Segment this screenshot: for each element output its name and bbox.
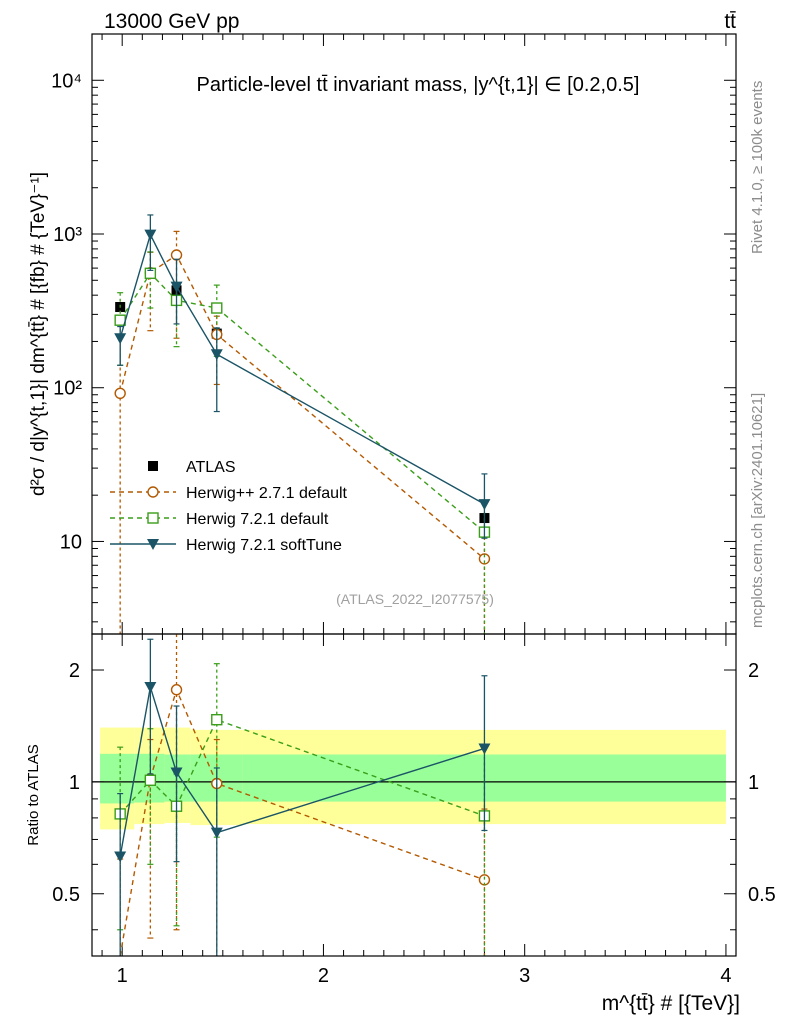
ratio-y-tick-label-right: 2	[748, 660, 759, 682]
legend-marker-herwigpp	[147, 486, 159, 498]
ratio-point-herwig721	[144, 774, 157, 786]
legend-label-herwigpp: Herwig++ 2.7.1 default	[186, 485, 348, 502]
watermark: (ATLAS_2022_I2077575)	[336, 591, 494, 607]
rivet-label: Rivet 4.1.0, ≥ 100k events	[749, 81, 766, 254]
main-y-tick-label: 10²	[53, 378, 82, 400]
x-tick-label: 3	[519, 965, 530, 987]
data-point-softtune	[114, 333, 127, 345]
legend-marker-softtune	[147, 539, 159, 550]
mcplots-label: mcplots.cern.ch [arXiv:2401.10621]	[749, 393, 766, 628]
ratio-y-tick-label: 0.5	[52, 884, 80, 906]
x-tick-label: 4	[720, 965, 731, 987]
legend-marker-herwig721	[147, 512, 159, 524]
ratio-point-herwig721	[211, 714, 223, 726]
ratio-y-tick-label: 1	[69, 772, 80, 794]
data-point-softtune	[144, 229, 157, 241]
data-point-herwigpp	[114, 387, 126, 399]
ratio-uncertainty-band	[100, 727, 726, 830]
x-axis-label: m^{tt̄} # [{TeV}]	[602, 992, 740, 1015]
main-series-layer	[114, 214, 491, 634]
ratio-y-tick-label-right: 1	[748, 772, 759, 794]
series-softtune	[114, 214, 491, 539]
main-y-tick-label: 10³	[53, 224, 82, 246]
header-energy-label: 13000 GeV pp	[104, 10, 239, 33]
ratio-point-softtune	[114, 851, 127, 863]
main-y-axis-label: d²σ / d|y^{t,1}| dm^{tt̄} # [{fb} # {TeV…	[28, 172, 49, 496]
ratio-point-softtune	[144, 682, 157, 694]
header-process-label: tt̄	[724, 10, 736, 33]
legend: ATLAS Herwig++ 2.7.1 default Herwig 7.2.1 …	[110, 459, 348, 554]
data-point-softtune	[210, 349, 223, 361]
series-herwigpp	[114, 230, 491, 634]
data-point-softtune	[170, 281, 183, 293]
main-y-tick-label: 10	[60, 531, 82, 553]
series-line-softtune	[119, 232, 485, 505]
band-inner-segment	[164, 754, 191, 802]
legend-label-herwig721: Herwig 7.2.1 default	[186, 511, 329, 528]
ratio-y-tick-label-right: 0.5	[748, 884, 776, 906]
ratio-series-layer	[114, 634, 491, 957]
legend-label-atlas: ATLAS	[186, 459, 236, 476]
data-point-herwig721	[211, 302, 223, 314]
x-tick-label: 2	[318, 965, 329, 987]
data-point-herwig721	[114, 314, 126, 326]
ratio-panel: 0.5 0.5 1 1 2 2 1 2 3 4 Ratio to ATLAS m^{tt̄} # …	[25, 633, 776, 1015]
data-point-softtune	[478, 499, 491, 511]
legend-label-softtune: Herwig 7.2.1 softTune	[186, 537, 342, 554]
ratio-point-softtune	[478, 743, 491, 755]
legend-marker-atlas	[148, 461, 158, 471]
ratio-panel-frame	[91, 633, 737, 957]
ratio-point-softtune	[210, 827, 223, 839]
ratio-series-softtune	[114, 638, 491, 956]
main-plot-title: Particle-level tt̄ invariant mass, |y^{t…	[197, 74, 640, 96]
main-axes-ticks: 10 10² 10³ 10⁴	[51, 33, 736, 634]
ratio-axes-ticks: 0.5 0.5 1 1 2 2 1 2 3 4	[52, 634, 776, 987]
data-point-herwigpp	[478, 553, 491, 565]
data-point-herwigpp	[170, 249, 183, 261]
ratio-y-tick-label: 2	[69, 660, 80, 682]
main-y-tick-label: 10⁴	[51, 70, 82, 92]
main-panel: 10 10² 10³ 10⁴ Particle-level tt̄ invariant…	[28, 33, 737, 635]
ratio-point-softtune	[170, 767, 183, 779]
band-inner-segment	[100, 753, 135, 804]
ratio-point-herwigpp	[170, 684, 183, 696]
x-tick-label: 1	[117, 965, 128, 987]
ratio-y-axis-label: Ratio to ATLAS	[25, 744, 42, 845]
series-herwig721	[114, 251, 491, 634]
